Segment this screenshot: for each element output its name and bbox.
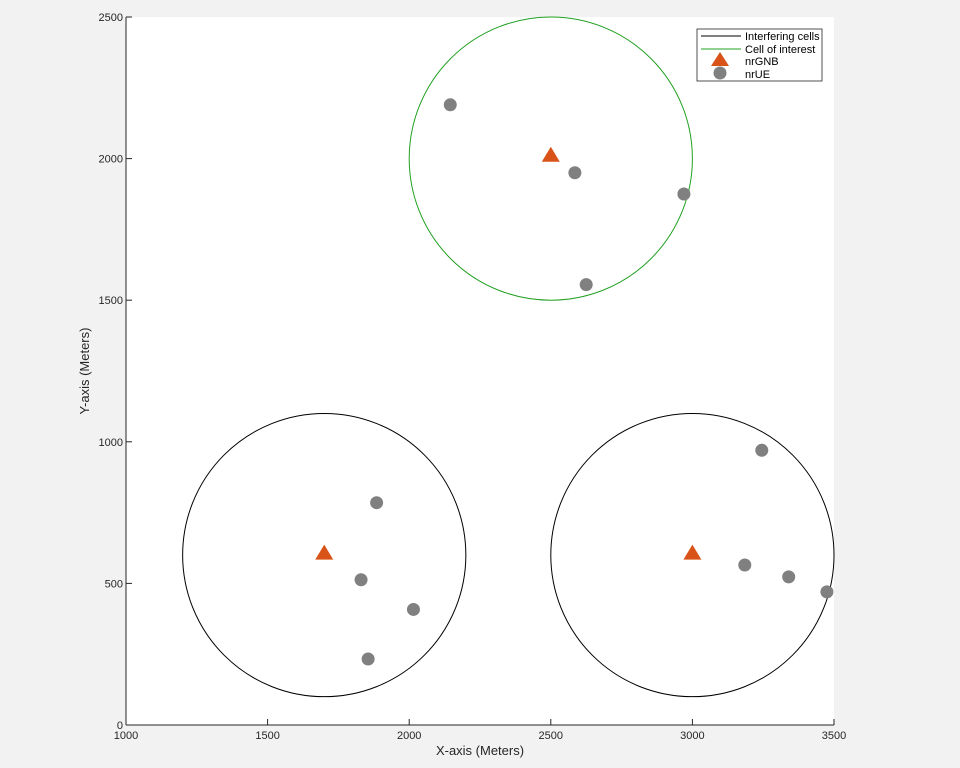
y-tick-label: 2000 [99,154,123,166]
legend-gnb-marker [711,52,729,66]
plot-area [126,17,834,725]
points-layer [315,98,834,666]
ue-marker-5 [354,573,368,587]
y-tick-label: 500 [105,578,123,590]
gnb-marker-0 [541,146,560,162]
ue-marker-0 [443,98,457,112]
cells-layer [182,16,835,698]
interfering-cell-circle-1 [182,412,467,698]
ue-marker-7 [361,652,375,666]
ticks-layer: 1000 1500 2000 2500 3000 3500 0 500 1000 1500 2000… [99,12,847,742]
x-axis-label: X-axis (Meters) [436,743,524,758]
gnb-marker-2 [683,544,702,560]
ue-marker-10 [782,570,796,584]
x-tick-label: 2500 [539,730,563,742]
ue-marker-2 [677,187,691,201]
y-tick-label: 1000 [99,437,123,449]
axes-layer [125,17,834,726]
ue-marker-1 [568,166,582,180]
y-tick-label: 0 [117,720,123,732]
legend-ue-label: nrUE [745,69,770,81]
ue-marker-4 [370,496,384,510]
ue-marker-3 [579,278,593,292]
ue-marker-11 [820,585,834,599]
ue-marker-6 [406,602,420,616]
y-tick-label: 1500 [99,295,123,307]
x-tick-label: 1500 [255,730,279,742]
x-tick-label: 3500 [822,730,846,742]
ue-marker-8 [755,443,769,457]
x-tick-label: 1000 [114,730,138,742]
y-tick-label: 2500 [99,12,123,24]
interfering-cell-circle-2 [550,412,835,698]
legend-interest-label: Cell of interest [745,44,815,56]
legend: Interfering cells Cell of interest nrGNB… [696,28,823,82]
x-tick-label: 2000 [397,730,421,742]
y-axis-label: Y-axis (Meters) [77,328,92,415]
x-tick-label: 3000 [680,730,704,742]
legend-gnb-label: nrGNB [745,56,779,68]
legend-ue-marker [713,66,727,80]
legend-interfering-label: Interfering cells [745,31,820,43]
cell-of-interest-circle [408,16,693,301]
gnb-marker-1 [315,544,334,560]
ue-marker-9 [738,558,752,572]
